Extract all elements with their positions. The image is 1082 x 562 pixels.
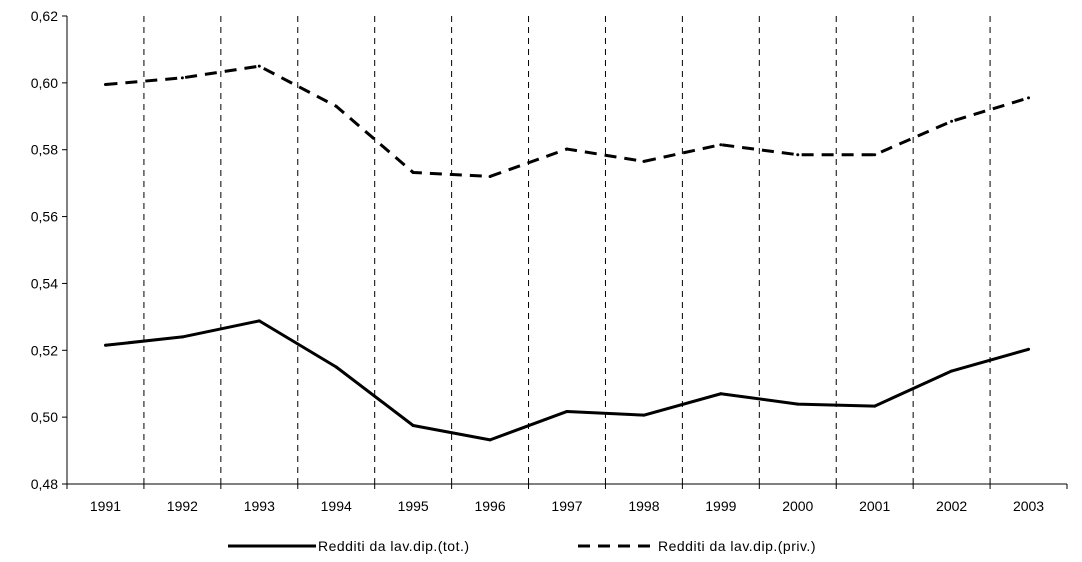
x-tick-label: 1998: [628, 498, 659, 514]
x-tick-label: 1996: [474, 498, 505, 514]
data-point: [257, 64, 261, 68]
data-point: [1027, 96, 1031, 100]
grid-lines: [143, 16, 991, 484]
y-tick-label: 0,48: [31, 476, 58, 492]
x-tick-label: 1995: [398, 498, 429, 514]
y-tick-label: 0,52: [31, 342, 58, 358]
y-axis-ticks: 0,48 0,50 0,52 0,54 0,56 0,58 0,60 0,62: [31, 8, 67, 492]
data-point: [719, 143, 723, 147]
data-point: [565, 147, 569, 151]
data-point: [950, 369, 954, 373]
legend: Redditi da lav.dip.(tot.) Redditi da lav.…: [228, 538, 816, 554]
data-point: [642, 413, 646, 417]
data-point: [873, 404, 877, 408]
data-point: [950, 119, 954, 123]
x-tick-label: 2002: [936, 498, 967, 514]
x-tick-label: 2001: [859, 498, 890, 514]
data-point: [796, 153, 800, 157]
x-tick-label: 2003: [1013, 498, 1044, 514]
y-tick-label: 0,62: [31, 8, 58, 24]
data-point: [334, 104, 338, 108]
x-tick-label: 1991: [90, 498, 121, 514]
legend-label: Redditi da lav.dip.(tot.): [318, 538, 470, 554]
y-tick-label: 0,54: [31, 275, 58, 291]
y-tick-label: 0,56: [31, 209, 58, 225]
data-point: [180, 76, 184, 80]
series-line-priv: [105, 64, 1029, 178]
axes: [66, 16, 1067, 485]
legend-label: Redditi da lav.dip.(priv.): [658, 538, 816, 554]
y-tick-label: 0,60: [31, 75, 58, 91]
data-point: [334, 365, 338, 369]
y-tick-label: 0,50: [31, 409, 58, 425]
data-point: [257, 319, 261, 323]
x-tick-label: 1997: [551, 498, 582, 514]
x-tick-label: 2000: [782, 498, 813, 514]
data-point: [719, 392, 723, 396]
x-axis-ticks: 1991 1992 1993 1994 1995 1996 1997 1998 1999 2000…: [66, 484, 1068, 514]
series-line-tot: [105, 319, 1029, 442]
data-point: [411, 170, 415, 174]
data-point: [103, 343, 107, 347]
x-tick-label: 1994: [321, 498, 352, 514]
data-point: [488, 174, 492, 178]
data-point: [796, 402, 800, 406]
x-tick-label: 1992: [167, 498, 198, 514]
data-point: [180, 335, 184, 339]
data-point: [642, 159, 646, 163]
data-point: [565, 409, 569, 413]
y-tick-label: 0,58: [31, 142, 58, 158]
data-point: [488, 438, 492, 442]
data-point: [1027, 347, 1031, 351]
x-tick-label: 1999: [705, 498, 736, 514]
data-point: [411, 424, 415, 427]
data-point: [873, 153, 877, 157]
data-point: [103, 83, 107, 87]
x-tick-label: 1993: [244, 498, 275, 514]
series-group: [103, 64, 1031, 442]
